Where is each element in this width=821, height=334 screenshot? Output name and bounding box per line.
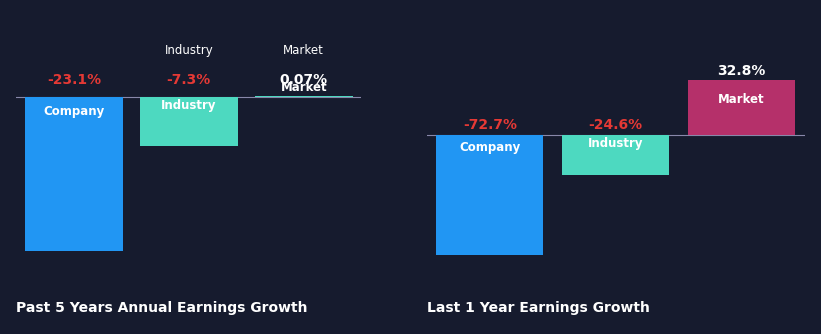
Bar: [25, 97, 123, 251]
Bar: [562, 135, 669, 175]
Text: Industry: Industry: [161, 99, 217, 112]
Text: Last 1 Year Earnings Growth: Last 1 Year Earnings Growth: [427, 301, 649, 315]
Text: -24.6%: -24.6%: [589, 118, 643, 132]
Text: 32.8%: 32.8%: [718, 64, 766, 78]
Text: Industry: Industry: [164, 44, 213, 57]
Text: Past 5 Years Annual Earnings Growth: Past 5 Years Annual Earnings Growth: [16, 301, 308, 315]
Bar: [437, 135, 544, 255]
Text: Market: Market: [718, 93, 765, 106]
Bar: [688, 80, 795, 135]
Text: -72.7%: -72.7%: [463, 118, 517, 132]
Bar: [140, 97, 238, 146]
Text: -7.3%: -7.3%: [167, 73, 211, 87]
Text: Market: Market: [283, 44, 324, 57]
Text: Company: Company: [44, 105, 104, 118]
Text: Industry: Industry: [588, 137, 644, 150]
Text: 0.07%: 0.07%: [280, 73, 328, 87]
Text: Market: Market: [281, 80, 327, 94]
Text: Company: Company: [459, 141, 521, 154]
Text: -23.1%: -23.1%: [47, 73, 101, 87]
